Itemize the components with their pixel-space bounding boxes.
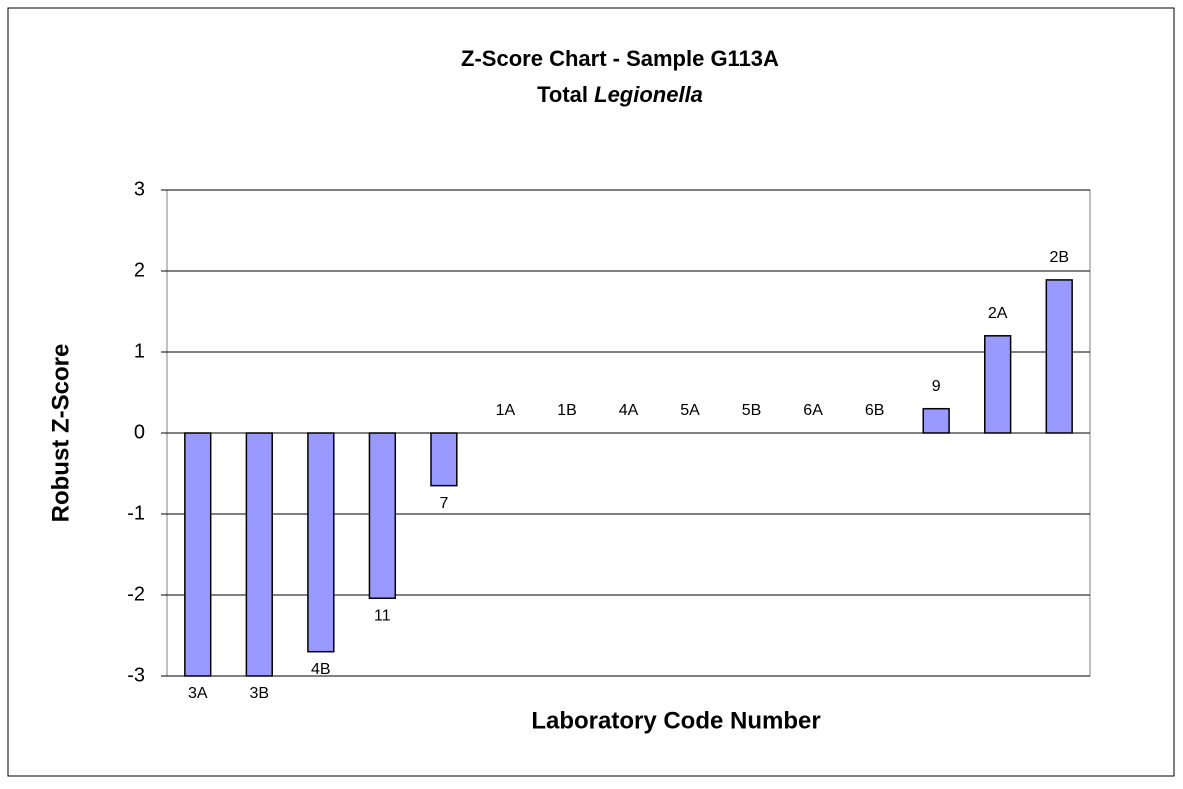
- subtitle-part: Legionella: [594, 82, 703, 107]
- data-label: 7: [439, 495, 448, 512]
- data-label: 11: [374, 607, 391, 624]
- data-label: 5A: [680, 402, 700, 419]
- data-label: 4B: [311, 661, 331, 678]
- bar: [922, 407, 950, 434]
- bar: [984, 335, 1012, 434]
- bar: [184, 432, 212, 677]
- bar: [245, 432, 273, 677]
- chart-subtitle: Total Legionella: [537, 82, 703, 107]
- data-label: 1B: [557, 402, 577, 419]
- y-tick-label: 2: [134, 259, 145, 281]
- x-axis-label: Laboratory Code Number: [531, 707, 820, 734]
- y-tick-label: 3: [134, 178, 145, 200]
- data-label: 3A: [188, 685, 208, 702]
- data-label: 2B: [1049, 249, 1069, 266]
- data-label: 9: [932, 378, 941, 395]
- y-tick-label: -1: [127, 502, 145, 524]
- data-label: 1A: [496, 402, 516, 419]
- bar: [307, 432, 335, 653]
- chart-title: Z-Score Chart - Sample G113A: [461, 46, 779, 71]
- bar: [430, 432, 458, 487]
- data-label: 4A: [619, 402, 639, 419]
- bar: [368, 432, 397, 599]
- y-tick-label: 0: [134, 421, 145, 443]
- y-axis-label: Robust Z-Score: [47, 344, 74, 523]
- y-tick-label: -3: [127, 664, 145, 686]
- data-label: 5B: [742, 402, 762, 419]
- subtitle-part: Total: [537, 82, 588, 107]
- data-label: 3B: [250, 685, 270, 702]
- data-label: 2A: [988, 305, 1008, 322]
- data-label: 6B: [865, 402, 885, 419]
- y-tick-label: 1: [134, 340, 145, 362]
- bar: [1045, 279, 1073, 434]
- y-tick-label: -2: [127, 583, 145, 605]
- data-label: 6A: [803, 402, 823, 419]
